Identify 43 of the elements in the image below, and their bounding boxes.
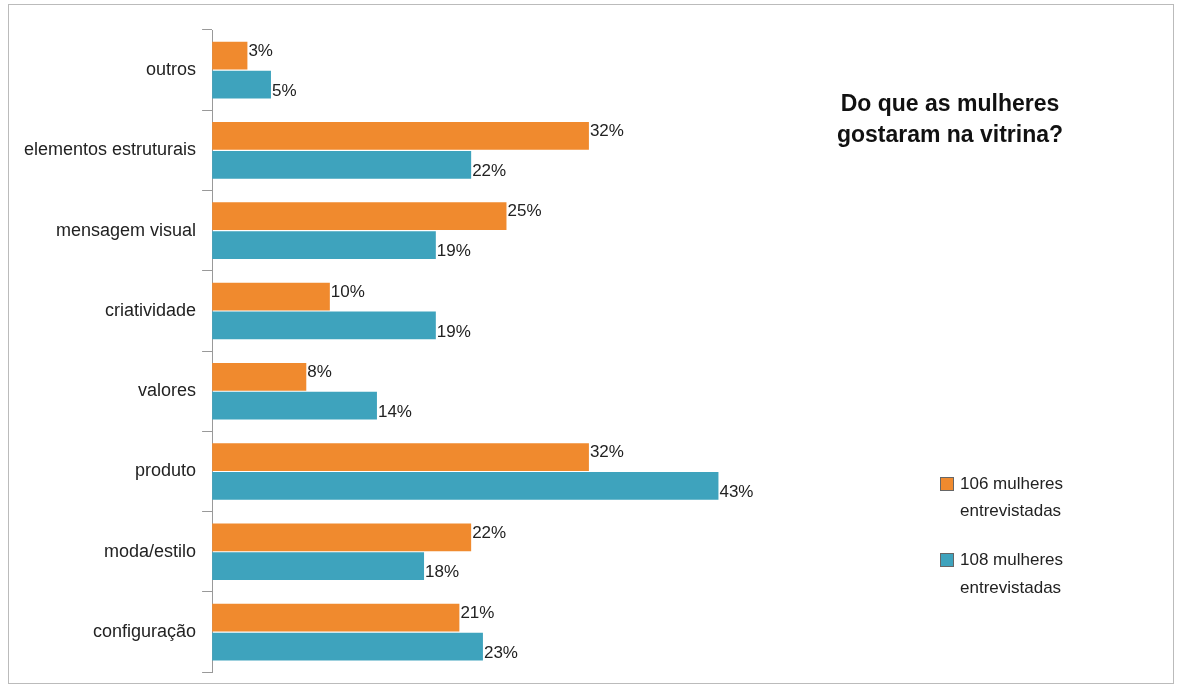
data-label: 32% — [589, 442, 624, 462]
legend-label: 106 mulheres entrevistadas — [960, 473, 1064, 523]
data-label: 19% — [436, 241, 471, 261]
y-tick-label: valores — [138, 380, 197, 401]
bar — [212, 202, 507, 231]
y-tick-label: elementos estruturais — [23, 139, 197, 160]
y-tick-label: mensagem visual — [56, 219, 197, 240]
y-tick-label: criatividade — [105, 299, 197, 320]
y-tick-label: outros — [146, 59, 197, 80]
bar — [212, 122, 589, 150]
data-label: 10% — [330, 281, 365, 301]
bar — [212, 443, 589, 471]
data-label: 14% — [377, 401, 412, 421]
data-label: 3% — [248, 40, 273, 60]
bar — [212, 523, 472, 552]
data-label: 23% — [483, 642, 518, 662]
data-label: 19% — [436, 321, 471, 341]
bar — [212, 552, 425, 581]
bar — [212, 41, 248, 70]
bar — [212, 282, 330, 311]
y-tick-label: moda/estilo — [104, 540, 197, 561]
text: Do que as mulheres gostaram na vitrina? — [835, 89, 1065, 150]
data-label: 32% — [589, 121, 624, 141]
bar — [212, 362, 307, 391]
data-label: 21% — [460, 602, 495, 622]
bar — [212, 472, 719, 500]
y-tick-label: configuração — [93, 621, 197, 642]
data-label: 18% — [425, 562, 460, 582]
data-label: 5% — [271, 80, 297, 100]
bar — [212, 311, 436, 340]
bar — [212, 632, 483, 661]
data-label: 25% — [507, 201, 542, 221]
bar — [212, 231, 436, 260]
data-label: 22% — [472, 522, 507, 542]
data-label: 8% — [307, 361, 332, 381]
legend-label: 108 mulheres entrevistadas — [960, 549, 1064, 599]
bar — [212, 150, 472, 179]
y-tick-label: produto — [135, 460, 197, 481]
bar — [212, 391, 377, 420]
bar — [212, 70, 271, 99]
data-label: 22% — [472, 161, 507, 181]
bar — [212, 603, 460, 632]
data-label: 43% — [719, 482, 754, 502]
